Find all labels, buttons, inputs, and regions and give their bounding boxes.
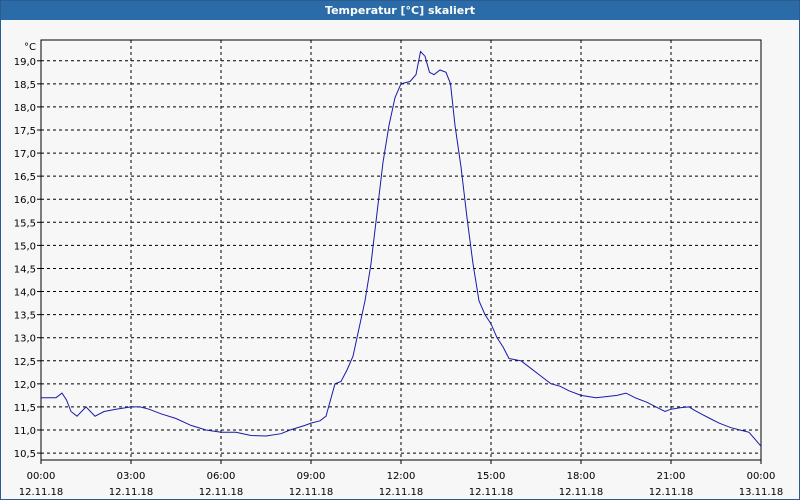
grid (41, 40, 761, 460)
y-tick-label: 14,0 (14, 288, 36, 299)
y-tick-label: 12,0 (14, 380, 36, 391)
y-tick-label: 14,5 (14, 264, 36, 275)
y-tick-label: 15,5 (14, 218, 36, 229)
x-tick-time-label: 21:00 (657, 471, 686, 482)
x-tick-date-label: 12.11.18 (289, 487, 334, 498)
x-tick-date-label: 12.11.18 (649, 487, 694, 498)
x-tick-time-label: 12:00 (387, 471, 416, 482)
temperature-chart: 19,0 18,5 18,0 17,5 17,0 16,5 16,0 15,5 15,0 14,5… (14, 39, 784, 498)
x-tick-time-label: 15:00 (477, 471, 506, 482)
y-tick-label: 11,5 (14, 403, 36, 414)
x-tick-time-label: 18:00 (567, 471, 596, 482)
y-tick-label: 10,5 (14, 449, 36, 460)
x-tick-date-label: 12.11.18 (19, 487, 64, 498)
y-tick-label: 13,0 (14, 334, 36, 345)
y-axis-unit-label: °C (24, 42, 36, 53)
y-tick-label: 16,5 (14, 172, 36, 183)
temperature-line (41, 50, 762, 447)
y-tick-label: 17,0 (14, 149, 36, 160)
x-tick-time-label: 09:00 (297, 471, 326, 482)
x-tick-time-label: 03:00 (117, 471, 146, 482)
y-tick-label: 18,5 (14, 80, 36, 91)
y-tick-label: 18,0 (14, 103, 36, 114)
window-title: Temperatur [°C] skaliert (1, 1, 799, 20)
x-tick-time-label: 00:00 (747, 471, 776, 482)
x-tick-date-label: 12.11.18 (379, 487, 424, 498)
y-tick-label: 17,5 (14, 126, 36, 137)
x-tick-time-label: 00:00 (27, 471, 56, 482)
x-tick-date-label: 12.11.18 (109, 487, 154, 498)
x-tick-date-label: 12.11.18 (199, 487, 244, 498)
x-tick-date-label: 12.11.18 (469, 487, 514, 498)
y-tick-label: 15,0 (14, 241, 36, 252)
y-tick-label: 16,0 (14, 195, 36, 206)
y-axis-ticks: 19,0 18,5 18,0 17,5 17,0 16,5 16,0 15,5 15,0 14,5… (14, 57, 41, 460)
y-tick-label: 13,5 (14, 311, 36, 322)
y-tick-label: 12,5 (14, 357, 36, 368)
x-tick-date-label: 13.11.18 (739, 487, 784, 498)
y-tick-label: 19,0 (14, 57, 36, 68)
x-tick-date-label: 12.11.18 (559, 487, 604, 498)
x-tick-time-label: 06:00 (207, 471, 236, 482)
x-axis-ticks: 00:00 12.11.18 03:00 12.11.18 06:00 12.11.18 0… (19, 460, 784, 498)
y-tick-label: 11,0 (14, 426, 36, 437)
